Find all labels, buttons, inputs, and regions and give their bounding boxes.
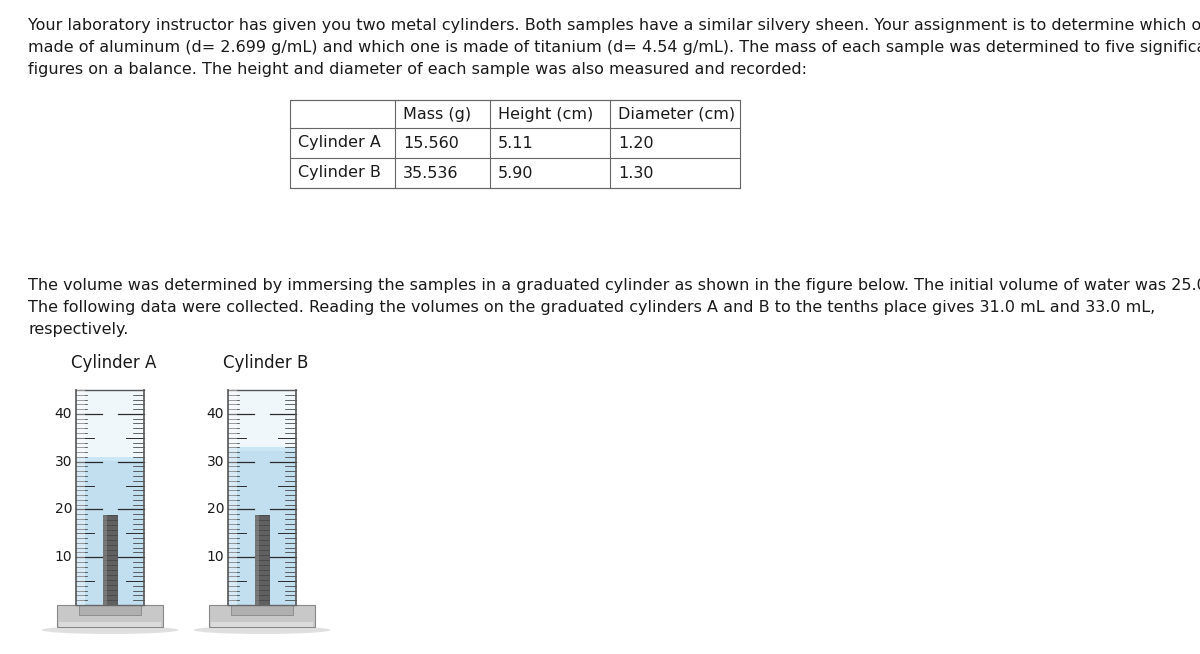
Bar — [77, 390, 85, 605]
Ellipse shape — [193, 626, 330, 634]
Text: 35.536: 35.536 — [403, 165, 458, 181]
Text: Cylinder A: Cylinder A — [71, 354, 156, 372]
Text: figures on a balance. The height and diameter of each sample was also measured a: figures on a balance. The height and dia… — [28, 62, 808, 77]
Text: Cylinder B: Cylinder B — [223, 354, 308, 372]
Text: 30: 30 — [206, 455, 224, 469]
Bar — [254, 515, 270, 605]
Text: The following data were collected. Reading the volumes on the graduated cylinder: The following data were collected. Readi… — [28, 300, 1156, 315]
Text: 40: 40 — [206, 407, 224, 421]
Text: Cylinder A: Cylinder A — [298, 135, 380, 150]
Ellipse shape — [42, 626, 179, 634]
Bar — [76, 457, 144, 605]
Text: respectively.: respectively. — [28, 322, 128, 337]
Bar — [228, 447, 296, 451]
Text: 5.90: 5.90 — [498, 165, 534, 181]
Text: Mass (g): Mass (g) — [403, 107, 472, 122]
Text: 30: 30 — [54, 455, 72, 469]
Bar — [290, 100, 740, 188]
Text: 40: 40 — [54, 407, 72, 421]
Text: made of aluminum (d= 2.699 g/mL) and which one is made of titanium (d= 4.54 g/mL: made of aluminum (d= 2.699 g/mL) and whi… — [28, 40, 1200, 55]
Text: 15.560: 15.560 — [403, 135, 458, 150]
Bar — [76, 390, 144, 605]
Text: 1.20: 1.20 — [618, 135, 654, 150]
Bar — [102, 515, 107, 605]
Text: 5.11: 5.11 — [498, 135, 534, 150]
Text: 10: 10 — [206, 550, 224, 564]
Bar — [228, 390, 296, 605]
Bar — [254, 515, 259, 605]
Text: Cylinder B: Cylinder B — [298, 165, 380, 181]
Bar — [58, 605, 163, 627]
Text: Height (cm): Height (cm) — [498, 107, 593, 122]
Text: Diameter (cm): Diameter (cm) — [618, 107, 736, 122]
Text: 20: 20 — [54, 502, 72, 517]
Text: 20: 20 — [206, 502, 224, 517]
Bar — [76, 457, 144, 461]
Bar — [211, 622, 313, 627]
Text: Your laboratory instructor has given you two metal cylinders. Both samples have : Your laboratory instructor has given you… — [28, 18, 1200, 33]
Bar — [59, 622, 161, 627]
Text: The volume was determined by immersing the samples in a graduated cylinder as sh: The volume was determined by immersing t… — [28, 278, 1200, 293]
Text: 1.30: 1.30 — [618, 165, 654, 181]
Bar — [229, 390, 238, 605]
Text: 10: 10 — [54, 550, 72, 564]
Bar — [232, 605, 293, 615]
Bar — [209, 605, 314, 627]
Bar — [79, 605, 140, 615]
Bar — [102, 515, 118, 605]
Bar — [228, 447, 296, 605]
